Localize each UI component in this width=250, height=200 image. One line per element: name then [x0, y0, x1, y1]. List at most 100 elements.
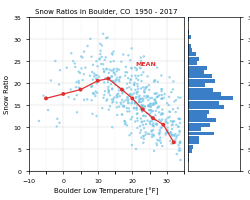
Point: [114, 94, 118, 98]
Point: [142, 89, 146, 92]
Point: [73, 63, 77, 66]
Point: [82, 51, 86, 54]
Point: [120, 91, 124, 94]
Point: [108, 94, 112, 97]
Point: [112, 60, 116, 63]
Bar: [188, 149, 192, 153]
Point: [150, 120, 154, 123]
Point: [116, 93, 120, 96]
Point: [162, 93, 166, 96]
Point: [148, 121, 152, 124]
Point: [119, 103, 123, 106]
Point: [92, 93, 96, 96]
Point: [146, 104, 150, 107]
Point: [144, 131, 148, 134]
Bar: [188, 123, 210, 127]
Point: [151, 125, 155, 128]
Point: [151, 117, 155, 120]
Point: [137, 98, 141, 102]
Bar: [188, 75, 212, 79]
Point: [111, 80, 115, 83]
Point: [165, 131, 169, 134]
Point: [160, 108, 164, 112]
Point: [139, 117, 143, 121]
Point: [91, 92, 95, 96]
Point: [122, 89, 126, 92]
Point: [150, 136, 154, 139]
Point: [148, 120, 152, 123]
Point: [161, 123, 165, 127]
Point: [153, 119, 157, 122]
Point: [134, 107, 138, 110]
Point: [154, 123, 158, 127]
Point: [138, 108, 142, 111]
Point: [147, 104, 151, 108]
Point: [165, 102, 169, 105]
Point: [153, 80, 157, 83]
Title: Snow Ratios in Boulder, CO  1950 - 2017: Snow Ratios in Boulder, CO 1950 - 2017: [35, 9, 178, 15]
Point: [172, 134, 176, 137]
Point: [157, 139, 161, 142]
Point: [146, 96, 150, 99]
Point: [143, 105, 147, 108]
Point: [101, 33, 105, 36]
Point: [102, 71, 106, 74]
Point: [126, 102, 130, 105]
Point: [98, 50, 102, 53]
Point: [94, 82, 98, 85]
Point: [91, 92, 95, 95]
Point: [150, 129, 154, 133]
Point: [155, 96, 159, 99]
Point: [156, 107, 160, 110]
Point: [118, 76, 122, 80]
Point: [125, 107, 129, 110]
Point: [150, 130, 154, 134]
Point: [138, 67, 142, 70]
Point: [112, 72, 116, 75]
Point: [142, 127, 146, 130]
Point: [147, 133, 151, 136]
Point: [98, 58, 102, 61]
Point: [164, 120, 168, 123]
Point: [168, 140, 172, 143]
Point: [115, 77, 119, 80]
Point: [42, 95, 46, 98]
Point: [102, 70, 106, 74]
Point: [141, 86, 145, 90]
Point: [152, 99, 156, 102]
Bar: [188, 158, 189, 162]
Point: [152, 125, 156, 128]
Point: [135, 93, 139, 96]
Point: [120, 113, 124, 116]
Point: [124, 122, 128, 125]
Point: [139, 106, 143, 109]
Bar: [188, 62, 197, 66]
Point: [115, 114, 119, 117]
Point: [109, 83, 113, 86]
Point: [94, 78, 98, 81]
Point: [160, 112, 164, 115]
Point: [152, 135, 156, 138]
Point: [122, 105, 126, 108]
Point: [90, 99, 94, 102]
Point: [168, 116, 172, 119]
Point: [91, 79, 95, 82]
Point: [142, 108, 146, 111]
Point: [140, 74, 143, 77]
Point: [139, 101, 143, 104]
Point: [174, 99, 178, 102]
Point: [126, 100, 130, 103]
Point: [96, 65, 100, 68]
Point: [99, 63, 103, 66]
Point: [106, 37, 110, 40]
Point: [102, 94, 106, 97]
Point: [134, 77, 138, 81]
Point: [105, 68, 109, 71]
Point: [106, 88, 110, 91]
Point: [141, 115, 145, 118]
Point: [100, 45, 104, 48]
Point: [125, 97, 129, 100]
Point: [153, 93, 157, 96]
Point: [174, 124, 178, 127]
Point: [154, 101, 158, 105]
